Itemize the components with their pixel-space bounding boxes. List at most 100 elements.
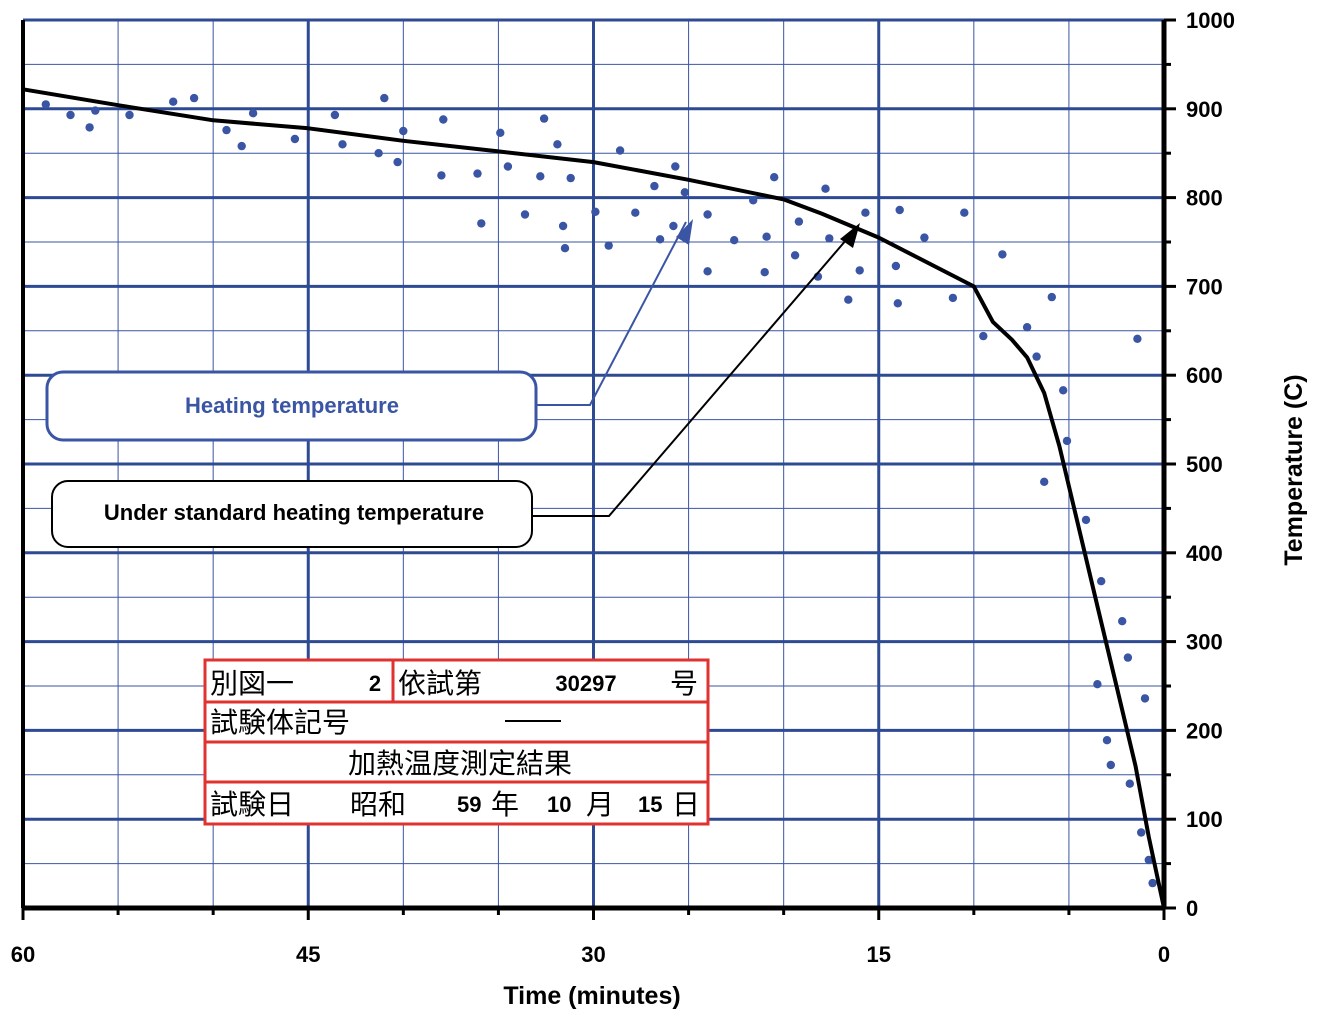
y-tick-label: 700: [1186, 274, 1223, 299]
x-axis-title: Time (minutes): [503, 982, 680, 1010]
heating-temperature-point: [374, 149, 383, 158]
heating-temperature-point: [1102, 736, 1112, 745]
heating-temperature-point: [399, 126, 408, 136]
heating-callout-box: [45, 370, 538, 442]
day-value: 15: [638, 792, 662, 817]
heating-temperature-point: [290, 134, 300, 144]
heating-temperature-point: [1032, 352, 1041, 361]
heating-temperature-point: [895, 205, 904, 215]
year-value: 59: [457, 792, 481, 817]
result-title: 加熱温度測定結果: [348, 747, 572, 780]
heating-temperature-point: [770, 173, 779, 182]
heating-temperature-point: [439, 115, 448, 124]
heating-temperature-series: [41, 93, 1157, 888]
heating-temperature-point: [790, 251, 800, 260]
request-suffix: 号: [670, 667, 698, 700]
heating-temperature-point: [496, 128, 505, 137]
heating-temperature-point: [536, 172, 545, 181]
heating-temperature-point: [477, 219, 486, 228]
heating-temperature-point: [553, 140, 562, 149]
figure-number: 2: [369, 671, 381, 696]
axis-ticks: [21, 18, 1176, 920]
heating-temperature-point: [920, 233, 929, 242]
era-label: 昭和: [350, 788, 406, 821]
heating-callout-leader: [536, 221, 687, 406]
heating-temperature-point: [703, 210, 712, 219]
heating-temperature-point: [671, 162, 680, 171]
standard-callout-box: [51, 480, 533, 548]
heating-temperature-point: [393, 157, 402, 167]
y-tick-label: 800: [1186, 186, 1223, 211]
x-tick-label: 0: [1158, 942, 1170, 967]
heating-callout-label: Heating temperature: [185, 393, 399, 418]
x-tick-label: 45: [296, 942, 320, 967]
heating-temperature-point: [558, 221, 568, 231]
day-kanji: 日: [672, 788, 700, 821]
heating-temperature-point: [560, 244, 570, 253]
heating-temperature-point: [566, 173, 575, 183]
month-kanji: 月: [586, 788, 614, 821]
heating-temperature-point: [1062, 436, 1072, 446]
y-tick-label: 900: [1186, 97, 1223, 122]
heating-temperature-point: [1093, 680, 1102, 689]
heating-temperature-point: [669, 221, 678, 231]
heating-temperature-point: [1133, 334, 1142, 343]
y-tick-label: 600: [1186, 363, 1223, 388]
heating-temperature-point: [891, 261, 901, 271]
test-label-box: 別図一 2 依試第 30297 号 試験体記号 加熱温度測定結果 試験日 昭和 …: [203, 658, 710, 826]
heating-temperature-point: [655, 235, 665, 244]
heating-temperature-point: [762, 232, 771, 241]
request-label: 依試第: [398, 667, 482, 700]
test-date-label: 試験日: [210, 788, 294, 821]
heating-temperature-point: [749, 196, 758, 205]
specimen-code-label: 試験体記号: [210, 706, 350, 739]
heating-temperature-point: [650, 181, 659, 191]
y-tick-label: 300: [1186, 630, 1223, 655]
heating-callout-arrowhead: [676, 219, 693, 245]
x-tick-label: 60: [11, 942, 35, 967]
x-tick-labels: 60 45 30 15 0: [11, 942, 1170, 967]
heating-temperature-point: [1047, 292, 1057, 302]
figure-label: 別図一: [210, 667, 294, 700]
heating-temperature-point: [1118, 617, 1127, 626]
heating-temperature-point: [248, 109, 258, 118]
heating-temperature-point: [1040, 477, 1049, 486]
heating-temperature-point: [979, 331, 988, 341]
heating-temperature-point: [680, 188, 689, 197]
standard-callout-arrowhead: [840, 223, 860, 248]
heating-temperature-point: [948, 293, 958, 303]
heating-temperature-point: [1059, 386, 1068, 395]
heating-temperature-point: [473, 169, 482, 178]
heating-temperature-point: [760, 268, 769, 277]
heating-temperature-point: [825, 234, 834, 243]
heating-temperature-point: [604, 241, 613, 250]
request-number: 30297: [555, 671, 616, 696]
y-tick-label: 200: [1186, 718, 1223, 743]
heating-temperature-point: [91, 106, 100, 115]
heating-temperature-point: [1081, 515, 1091, 525]
heating-temperature-point: [1148, 878, 1157, 888]
x-tick-label: 30: [581, 942, 605, 967]
heating-temperature-point: [1097, 577, 1106, 586]
x-tick-label: 15: [867, 942, 891, 967]
heating-temperature-point: [861, 208, 870, 217]
heating-temperature-point: [222, 125, 231, 135]
year-kanji: 年: [491, 788, 519, 821]
heating-temperature-point: [237, 141, 246, 151]
heating-temperature-point: [703, 267, 712, 276]
month-value: 10: [547, 792, 571, 817]
standard-heating-curve: [22, 87, 1166, 909]
label-row4: [203, 780, 710, 826]
heating-temperature-point: [1022, 323, 1032, 332]
heating-temperature-point: [631, 208, 640, 217]
heating-temperature-point: [125, 110, 134, 120]
heating-temperature-point: [338, 140, 347, 149]
heating-temperature-point: [503, 162, 513, 171]
y-tick-label: 500: [1186, 452, 1223, 477]
heating-temperature-point: [539, 114, 549, 123]
heating-temperature-point: [591, 207, 600, 216]
heating-temperature-point: [855, 266, 864, 275]
y-tick-label: 0: [1186, 896, 1198, 921]
heating-temperature-point: [437, 171, 446, 180]
